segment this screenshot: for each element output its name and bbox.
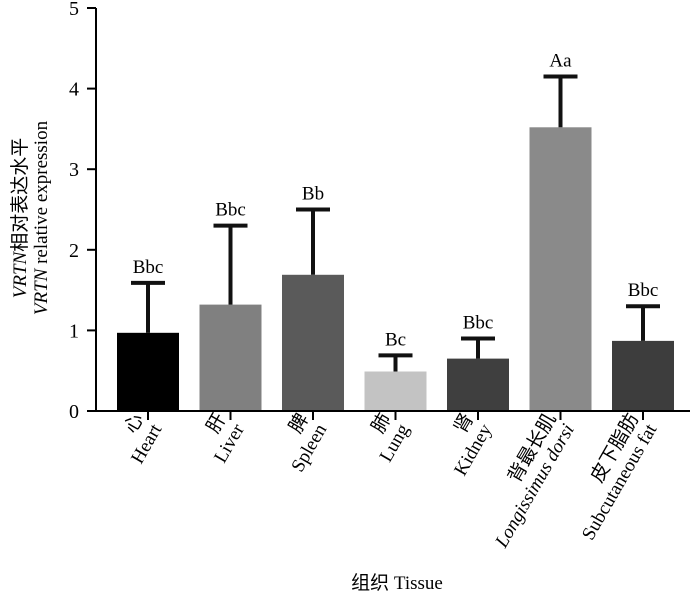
bar <box>117 332 179 411</box>
y-axis-title-line1-italic: VRTN <box>10 250 31 298</box>
significance-label: Bbc <box>215 200 246 221</box>
category-label: 肾Kidney <box>431 409 496 479</box>
x-axis-title: 组织 Tissue <box>351 572 443 594</box>
axes-group <box>95 8 690 412</box>
y-tick-label: 0 <box>69 401 79 423</box>
y-tick-label: 3 <box>69 159 79 181</box>
y-axis-title-line1-rest: 相对表达水平 <box>9 138 31 252</box>
y-axis-title-line2: VRTN relative expression <box>31 120 52 315</box>
significance-label: Bb <box>302 184 324 205</box>
y-axis-title-line2-rest: relative expression <box>31 120 52 268</box>
y-tick-label: 4 <box>69 79 79 101</box>
y-axis-title-line2-italic: VRTN <box>31 267 52 315</box>
y-tick-label: 1 <box>69 320 79 342</box>
significance-label: Aa <box>549 51 572 72</box>
bars-group <box>117 127 674 412</box>
y-axis-title-line1: VRTN相对表达水平 <box>9 138 31 298</box>
category-labels-group: 心Heart 肝Liver 脾Spleen 肺Lung 肾Kidney 背最长肌Longi… <box>109 409 662 553</box>
y-tick-label: 2 <box>69 240 79 262</box>
category-label: 肝Liver <box>192 409 249 466</box>
bar <box>282 274 344 411</box>
y-tick-label: 5 <box>69 0 79 20</box>
category-label: 脾Spleen <box>268 409 331 476</box>
bar <box>529 127 592 412</box>
bar <box>447 358 509 411</box>
x-ticks-group <box>147 411 644 420</box>
bar <box>364 371 427 411</box>
category-label: 肺Lung <box>357 409 415 466</box>
bar <box>612 340 674 411</box>
significance-label: Bbc <box>133 257 164 278</box>
significance-label: Bc <box>385 329 406 350</box>
category-label: 心Heart <box>109 409 167 467</box>
significance-label: Bbc <box>463 312 494 333</box>
significance-label: Bbc <box>628 280 659 301</box>
y-ticks-group: 0 1 2 3 4 5 <box>69 0 96 423</box>
error-bars-group <box>131 74 660 372</box>
bar <box>199 304 262 411</box>
significance-labels-group: Bbc Bbc Bb Bc Bbc Aa Bbc <box>133 51 659 351</box>
